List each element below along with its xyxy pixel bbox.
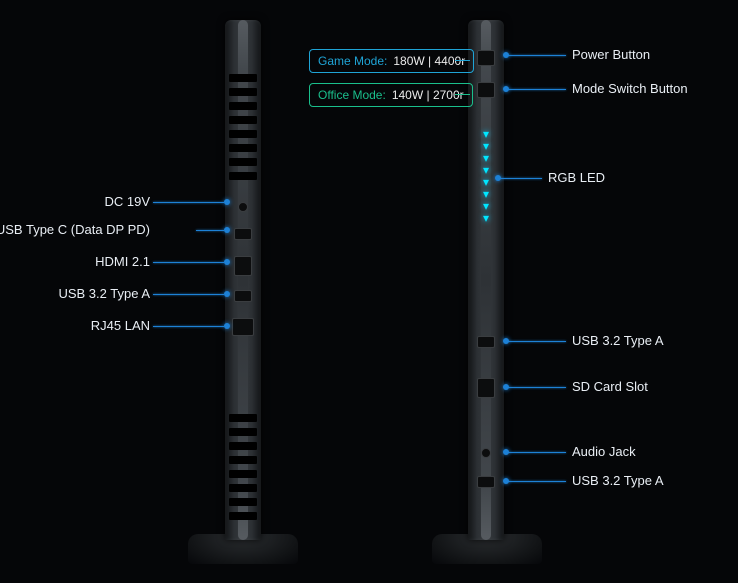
rj45-callout-line (153, 326, 224, 327)
sd-callout-line (506, 387, 566, 388)
left-device-body (225, 20, 261, 540)
rgb-callout-line (498, 178, 542, 179)
sd-label: SD Card Slot (572, 379, 648, 394)
rgb-led-icon: ▾▾▾▾ ▾▾▾▾ (483, 128, 489, 224)
office-mode-name: Office Mode: (318, 88, 386, 102)
dc-callout-dot (224, 199, 230, 205)
usbc-label: USB Type C (Data DP PD) (0, 222, 150, 237)
usba-left-callout-dot (224, 291, 230, 297)
usb-a-right1-port-icon (477, 336, 495, 348)
power-button-icon (477, 50, 495, 66)
rj45-port-icon (232, 318, 254, 336)
audio-label: Audio Jack (572, 444, 636, 459)
office-mode-line (455, 94, 470, 95)
game-mode-spec: 180W | 4400r (393, 54, 465, 68)
left-device-bottom-vents (229, 414, 257, 526)
usb-a-left-port-icon (234, 290, 252, 302)
left-device-top-vents (229, 74, 257, 186)
power-label: Power Button (572, 47, 650, 62)
office-mode-spec: 140W | 2700r (392, 88, 464, 102)
game-mode-line (455, 60, 470, 61)
usba-r1-callout-line (506, 341, 566, 342)
dc-port-icon (238, 202, 248, 212)
mode-callout-line (506, 89, 566, 90)
hdmi-port-icon (234, 256, 252, 276)
game-mode-name: Game Mode: (318, 54, 387, 68)
usb-a-right2-port-icon (477, 476, 495, 488)
rj45-label: RJ45 LAN (10, 318, 150, 333)
hdmi-label: HDMI 2.1 (10, 254, 150, 269)
dc-callout-line (153, 202, 224, 203)
mode-label: Mode Switch Button (572, 81, 688, 96)
dc-label: DC 19V (10, 194, 150, 209)
usba-r2-callout-line (506, 481, 566, 482)
rgb-label: RGB LED (548, 170, 605, 185)
usba-left-callout-line (153, 294, 224, 295)
mode-switch-button-icon (477, 82, 495, 98)
usb-c-port-icon (234, 228, 252, 240)
usba-r2-label: USB 3.2 Type A (572, 473, 664, 488)
sd-card-slot-icon (477, 378, 495, 398)
rj45-callout-dot (224, 323, 230, 329)
usba-r1-label: USB 3.2 Type A (572, 333, 664, 348)
usbc-callout-line (196, 230, 224, 231)
audio-jack-icon (481, 448, 491, 458)
game-mode-badge: Game Mode: 180W | 4400r (309, 49, 474, 73)
right-device-body: ▾▾▾▾ ▾▾▾▾ (468, 20, 504, 540)
office-mode-badge: Office Mode: 140W | 2700r (309, 83, 473, 107)
audio-callout-line (506, 452, 566, 453)
hdmi-callout-line (153, 262, 224, 263)
usbc-callout-dot (224, 227, 230, 233)
power-callout-line (506, 55, 566, 56)
hdmi-callout-dot (224, 259, 230, 265)
usba-left-label: USB 3.2 Type A (10, 286, 150, 301)
